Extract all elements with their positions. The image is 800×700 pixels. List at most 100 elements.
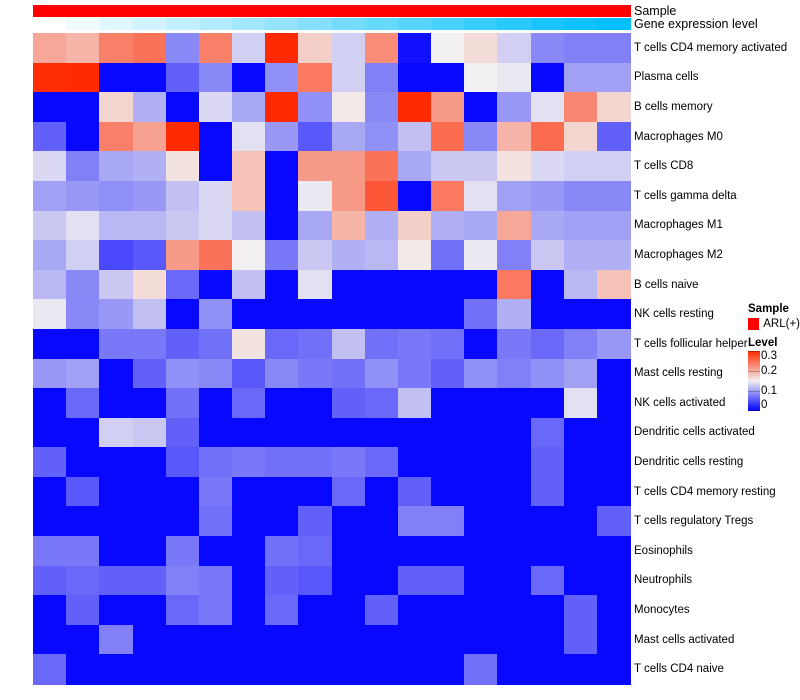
sample-annotation-cell [563,5,598,17]
heatmap-cell [232,299,266,330]
heatmap-cell [298,595,333,626]
heatmap-cell [33,358,67,389]
heatmap-cell [563,654,598,685]
heatmap-cell [331,62,366,93]
heatmap-cell [165,506,200,537]
heatmap-cell [464,299,498,330]
heatmap-cell [530,299,565,330]
heatmap-cell [331,476,366,508]
heatmap-cell [530,328,565,360]
heatmap-cell [331,595,366,626]
heatmap-cell [132,151,167,182]
heatmap-cell [397,92,432,123]
sample-annotation-cell [265,5,299,17]
gene-expression-annotation-cell [132,18,167,30]
heatmap-cell [397,328,432,360]
heatmap-cell [596,595,631,626]
heatmap-cell [232,388,266,419]
heatmap-cell [99,269,134,300]
heatmap-cell [464,92,498,123]
heatmap-cell [165,417,200,448]
heatmap-cell [530,565,565,596]
heatmap-cell [165,565,200,596]
heatmap-cell [530,240,565,271]
heatmap-cell [66,447,100,478]
heatmap-cell [464,447,498,478]
heatmap-cell [563,506,598,537]
heatmap-cell [563,151,598,182]
sample-annotation-cell [397,5,432,17]
heatmap-cell [364,536,399,567]
heatmap-cell [198,595,233,626]
heatmap-body [33,33,631,685]
gene-expression-annotation-cell [33,18,67,30]
heatmap-cell [198,121,233,152]
heatmap-cell [165,388,200,419]
legend-level: Level 0.3 0.2 0.1 0 [748,337,800,411]
heatmap-cell [66,506,100,537]
row-label: NK cells activated [634,396,726,409]
legend-level-colorbar [748,351,760,411]
heatmap-cell [331,358,366,389]
heatmap-cell [298,240,333,271]
heatmap-cell [132,654,167,685]
heatmap-cell [132,358,167,389]
heatmap-cell [33,151,67,182]
heatmap-cell [497,565,532,596]
heatmap-cell [563,92,598,123]
row-label: B cells memory [634,100,713,113]
heatmap-cell [530,210,565,241]
heatmap-cell [563,121,598,152]
heatmap-cell [265,328,299,360]
sample-annotation-cell [232,5,266,17]
heatmap-cell [99,447,134,478]
legend-level-tick-label: 0.1 [761,385,777,397]
heatmap-cell [397,506,432,537]
heatmap-cell [132,476,167,508]
heatmap-cell [132,447,167,478]
heatmap-cell [33,506,67,537]
heatmap-cell [232,92,266,123]
heatmap-cell [464,536,498,567]
heatmap-cell [33,33,67,64]
heatmap-cell [298,624,333,655]
heatmap-cell [397,299,432,330]
heatmap-cell [198,33,233,64]
heatmap-cell [563,536,598,567]
sample-annotation-label: Sample [634,4,677,18]
heatmap-cell [397,654,432,685]
heatmap-cell [232,358,266,389]
heatmap-cell [364,388,399,419]
heatmap-cell [431,624,465,655]
row-label: Macrophages M1 [634,219,723,232]
legend-level-tickmark [748,371,760,372]
heatmap-cell [497,358,532,389]
heatmap-cell [132,565,167,596]
heatmap-cell [99,358,134,389]
sample-annotation-cell [33,5,67,17]
heatmap-cell [464,180,498,212]
heatmap-cell [99,536,134,567]
heatmap-cell [298,417,333,448]
heatmap-cell [198,328,233,360]
heatmap-cell [298,92,333,123]
heatmap-cell [198,180,233,212]
heatmap-cell [530,536,565,567]
row-label: T cells CD8 [634,160,694,173]
heatmap-cell [198,417,233,448]
heatmap-cell [298,506,333,537]
heatmap-cell [198,565,233,596]
heatmap-cell [66,654,100,685]
heatmap-cell [198,624,233,655]
heatmap-cell [298,121,333,152]
heatmap-cell [66,358,100,389]
heatmap-cell [497,624,532,655]
heatmap-cell [596,476,631,508]
heatmap-cell [497,447,532,478]
heatmap-cell [265,92,299,123]
gene-expression-annotation-cell [397,18,432,30]
heatmap-cell [33,240,67,271]
heatmap-cell [397,358,432,389]
heatmap-cell [66,417,100,448]
heatmap-cell [331,506,366,537]
